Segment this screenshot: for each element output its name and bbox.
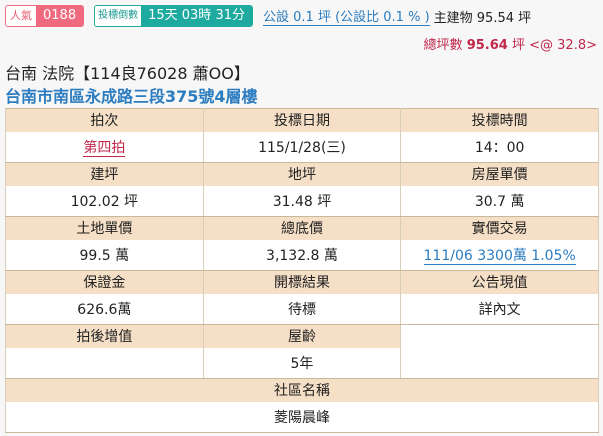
public-area-link[interactable]: 公設 0.1 坪 (公設比 0.1 % ) [263,6,430,26]
header-cell: 保證金 [5,270,204,294]
value-cell: 102.02 坪 [5,185,204,217]
value-cell: 626.6萬 [5,293,204,325]
value-cell: 115/1/28(三) [202,131,402,163]
auction-info-table: 拍次 投標日期 投標時間 第四拍 115/1/28(三) 14：00 建坪 地坪 房屋單價 … [5,108,599,433]
top-bar: 人氣 0188 投標倒數 15天 03時 31分 公設 0.1 坪 (公設比 0… [5,5,531,27]
header-cell: 公告現值 [400,270,599,294]
value-cell: 31.48 坪 [202,185,402,217]
community-name: 菱陽晨峰 [5,401,599,433]
header-cell: 拍後增值 [5,324,204,348]
case-title: 台南 法院【114良76028 蕭OO】 [5,64,250,83]
countdown-label: 投標倒數 [95,6,142,26]
value-cell: 3,132.8 萬 [202,239,402,271]
popularity-label: 人氣 [6,6,36,26]
value-cell [5,347,204,379]
value-cell: 111/06 3300萬 1.05% [400,239,599,271]
header-cell: 土地單價 [5,216,204,240]
auction-round-link[interactable]: 第四拍 [83,139,126,157]
total-value: 95.64 [466,38,508,53]
transaction-price-link[interactable]: 111/06 3300萬 1.05% [423,247,576,265]
value-cell: 14：00 [400,131,599,163]
header-cell: 地坪 [202,162,402,186]
header-cell: 開標結果 [202,270,402,294]
popularity-badge: 人氣 0188 [5,5,85,27]
value-cell: 99.5 萬 [5,239,204,271]
header-cell: 投標時間 [400,108,599,132]
main-building-area: 主建物 95.54 坪 [433,10,532,26]
total-unit: 坪 [511,38,525,53]
header-cell: 社區名稱 [5,378,599,402]
value-cell: 待標 [202,293,402,325]
total-area: 總坪數 95.64 坪 <@ 32.8> [424,34,597,53]
countdown-badge: 投標倒數 15天 03時 31分 [94,5,253,27]
total-label: 總坪數 [423,38,463,53]
case-address[interactable]: 台南市南區永成路三段375號4層樓 [5,87,258,106]
header-cell: 建坪 [5,162,204,186]
value-cell: 5年 [202,347,402,379]
header-cell: 投標日期 [202,108,402,132]
unit-price: <@ 32.8> [529,38,597,53]
value-cell: 詳內文 [400,293,599,325]
value-cell: 第四拍 [5,131,204,163]
header-cell: 屋齡 [202,324,402,348]
empty-cell [400,324,599,379]
countdown-value: 15天 03時 31分 [141,6,252,26]
header-cell: 總底價 [202,216,402,240]
header-cell: 房屋單價 [400,162,599,186]
value-cell: 30.7 萬 [400,185,599,217]
header-cell: 拍次 [5,108,204,132]
header-cell: 實價交易 [400,216,599,240]
popularity-value: 0188 [36,6,84,26]
